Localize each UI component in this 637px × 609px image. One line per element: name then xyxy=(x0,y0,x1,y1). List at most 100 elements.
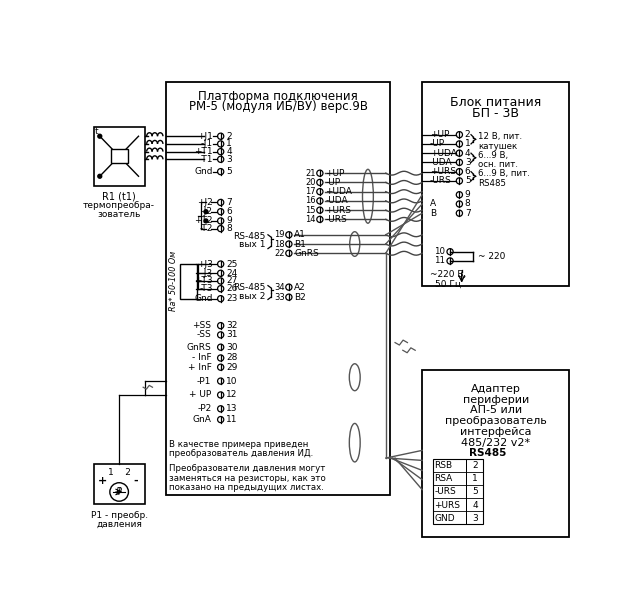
Bar xyxy=(180,264,197,298)
Text: 1: 1 xyxy=(226,139,232,149)
Bar xyxy=(94,127,145,186)
Text: 8: 8 xyxy=(226,224,232,233)
Text: 32: 32 xyxy=(226,321,238,330)
Text: преобразователь: преобразователь xyxy=(445,416,547,426)
Text: RS485: RS485 xyxy=(478,178,506,188)
Bar xyxy=(166,82,390,495)
Text: RS-485: RS-485 xyxy=(233,283,266,292)
Text: +J1: +J1 xyxy=(197,132,213,141)
Text: -T2: -T2 xyxy=(199,224,213,233)
Text: 28: 28 xyxy=(226,353,238,362)
Text: +URS: +URS xyxy=(434,501,461,510)
Text: 20: 20 xyxy=(306,178,316,187)
Text: 11: 11 xyxy=(434,256,445,266)
Text: + UP: + UP xyxy=(189,390,211,400)
Text: +UP: +UP xyxy=(430,130,449,139)
Text: 3: 3 xyxy=(472,513,478,523)
Text: 6: 6 xyxy=(465,167,471,176)
Text: 13: 13 xyxy=(226,404,238,414)
Text: +URS: +URS xyxy=(430,167,456,176)
Text: 12 В, пит.: 12 В, пит. xyxy=(478,133,522,141)
Text: -SS: -SS xyxy=(197,330,211,339)
Text: GnRS: GnRS xyxy=(187,343,211,352)
Text: 16: 16 xyxy=(305,196,316,205)
Text: 12: 12 xyxy=(226,390,238,400)
Text: 7: 7 xyxy=(465,209,471,218)
Text: вых 2: вых 2 xyxy=(240,292,266,301)
Text: GnA: GnA xyxy=(192,415,211,424)
Bar xyxy=(94,464,145,504)
Text: 1: 1 xyxy=(465,139,471,149)
Text: -UP: -UP xyxy=(326,178,340,187)
Text: Gnd: Gnd xyxy=(194,167,213,176)
Text: давления: давления xyxy=(96,520,142,529)
Text: 3: 3 xyxy=(226,155,232,164)
Text: GnRS: GnRS xyxy=(294,248,319,258)
Text: 3: 3 xyxy=(465,158,471,167)
Text: РМ-5 (модуля ИБ/ВУ) верс.9В: РМ-5 (модуля ИБ/ВУ) верс.9В xyxy=(189,100,368,113)
Bar xyxy=(111,149,127,163)
Text: зователь: зователь xyxy=(97,210,141,219)
Text: -URS: -URS xyxy=(430,177,452,185)
Text: периферии: периферии xyxy=(462,395,529,404)
Text: R1 (t1): R1 (t1) xyxy=(103,191,136,202)
Text: 50 Гц: 50 Гц xyxy=(434,280,461,289)
Text: B1: B1 xyxy=(294,239,306,248)
Text: RSB: RSB xyxy=(434,461,453,470)
Text: показано на предыдущих листах.: показано на предыдущих листах. xyxy=(169,483,324,492)
Text: +J3: +J3 xyxy=(197,259,213,269)
Circle shape xyxy=(98,135,102,138)
Text: 1: 1 xyxy=(472,474,478,484)
Text: GND: GND xyxy=(434,513,455,523)
Text: Платформа подключения: Платформа подключения xyxy=(198,90,358,103)
Text: АП-5 или: АП-5 или xyxy=(469,406,522,415)
Text: RSA: RSA xyxy=(434,474,453,484)
Text: Gnd: Gnd xyxy=(194,294,213,303)
Text: A2: A2 xyxy=(294,283,306,292)
Text: 4: 4 xyxy=(472,501,478,510)
Text: 485/232 v2*: 485/232 v2* xyxy=(461,438,531,448)
Text: B: B xyxy=(430,209,436,218)
Text: +SS: +SS xyxy=(192,321,211,330)
Bar xyxy=(433,459,483,524)
Text: +T2: +T2 xyxy=(194,216,213,225)
Text: 15: 15 xyxy=(306,206,316,214)
Text: 34: 34 xyxy=(275,283,285,292)
Text: +URS: +URS xyxy=(326,206,351,214)
Text: 4: 4 xyxy=(226,147,232,156)
Text: 14: 14 xyxy=(306,215,316,224)
Text: P1 - преобр.: P1 - преобр. xyxy=(90,510,148,519)
Text: Блок питания: Блок питания xyxy=(450,96,541,109)
Text: ~ 220: ~ 220 xyxy=(478,252,505,261)
Text: интерфейса: интерфейса xyxy=(460,427,531,437)
Text: 11: 11 xyxy=(226,415,238,424)
Text: 2: 2 xyxy=(226,132,232,141)
Text: 4: 4 xyxy=(465,149,471,158)
Text: БП - 3В: БП - 3В xyxy=(472,107,519,121)
Text: A1: A1 xyxy=(294,230,306,239)
Text: 25: 25 xyxy=(226,259,238,269)
Text: +J2: +J2 xyxy=(197,198,213,207)
Text: -: - xyxy=(133,476,138,486)
Text: -UP: -UP xyxy=(430,139,445,149)
Text: +UDA: +UDA xyxy=(430,149,457,158)
Text: катушек: катушек xyxy=(478,142,517,151)
Text: -P1: -P1 xyxy=(197,376,211,385)
Text: -URS: -URS xyxy=(434,487,456,496)
Text: +: + xyxy=(98,476,108,486)
Text: 6...9 В,: 6...9 В, xyxy=(478,151,508,160)
Text: A: A xyxy=(430,200,436,208)
Text: - InF: - InF xyxy=(192,353,211,362)
Text: ~220 В,: ~220 В, xyxy=(429,270,466,280)
Text: -T1: -T1 xyxy=(199,155,213,164)
Text: -J1: -J1 xyxy=(201,139,213,149)
Text: 30: 30 xyxy=(226,343,238,352)
Text: RS485: RS485 xyxy=(469,448,507,459)
Text: 7: 7 xyxy=(226,198,232,207)
Text: 19: 19 xyxy=(275,230,285,239)
Text: -URS: -URS xyxy=(326,215,347,224)
Text: осн. пит.: осн. пит. xyxy=(478,160,518,169)
Bar xyxy=(422,82,569,286)
Text: 24: 24 xyxy=(226,269,238,278)
Text: -T3: -T3 xyxy=(199,284,213,293)
